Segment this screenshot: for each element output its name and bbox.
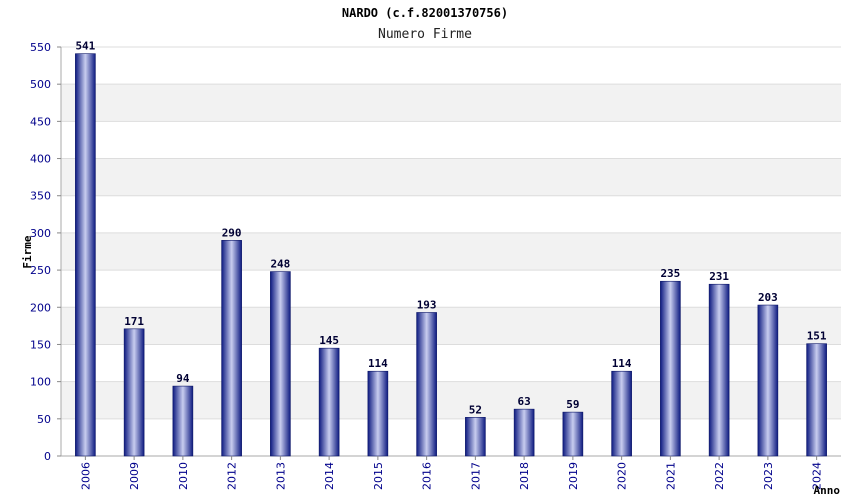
- bar: [806, 343, 827, 457]
- data-label: 235: [660, 267, 680, 280]
- y-tick-label: 300: [30, 227, 51, 240]
- x-tick-label: 2006: [79, 462, 92, 490]
- x-tick-label: 2022: [713, 462, 726, 490]
- bar: [562, 411, 584, 457]
- chart-subtitle: Numero Firme: [378, 27, 472, 42]
- y-axis-ticks: 0 50 100 150 200 250 300 350 400 450 500 550: [30, 41, 61, 463]
- x-tick-label: 2013: [274, 462, 287, 490]
- y-tick-label: 550: [30, 41, 51, 54]
- grid-band: [61, 232, 841, 271]
- grid-band: [61, 121, 841, 159]
- data-label: 541: [75, 40, 95, 53]
- data-label: 248: [270, 258, 290, 271]
- bar: [513, 408, 535, 457]
- x-tick-label: 2009: [128, 462, 141, 490]
- y-axis-label: Firme: [21, 235, 34, 268]
- x-tick-label: 2020: [616, 462, 629, 490]
- x-tick-label: 2017: [469, 462, 482, 490]
- y-tick-label: 400: [30, 153, 51, 166]
- y-tick-label: 500: [30, 78, 51, 91]
- x-axis-label: Anno: [814, 484, 841, 497]
- data-label: 59: [566, 398, 579, 411]
- data-label: 114: [368, 357, 388, 370]
- bar: [318, 347, 340, 457]
- bar: [367, 370, 389, 457]
- bar: [123, 328, 145, 457]
- bar: [611, 370, 632, 457]
- data-label: 94: [176, 372, 190, 385]
- data-label: 52: [469, 403, 482, 416]
- data-label: 145: [319, 334, 339, 347]
- y-tick-label: 450: [30, 115, 51, 128]
- y-tick-label: 250: [30, 264, 51, 277]
- grid-band: [61, 47, 841, 85]
- bar: [221, 240, 242, 457]
- y-tick-label: 0: [44, 450, 51, 463]
- y-tick-label: 150: [30, 338, 51, 351]
- x-tick-label: 2014: [323, 462, 336, 490]
- bar: [660, 280, 681, 457]
- x-tick-label: 2016: [421, 462, 434, 490]
- x-tick-label: 2019: [567, 462, 580, 490]
- bar: [708, 283, 730, 457]
- data-label: 171: [124, 315, 144, 328]
- x-tick-label: 2010: [177, 462, 190, 490]
- data-label: 193: [417, 298, 437, 311]
- chart-title: NARDO (c.f.82001370756): [342, 6, 508, 20]
- x-axis-ticks: 2006 2009 2010 2012 2013 2014 2015 2016 2017 2018…: [79, 456, 824, 490]
- y-tick-label: 100: [30, 376, 51, 389]
- bar: [416, 312, 437, 457]
- y-tick-label: 200: [30, 301, 51, 314]
- bars: 541 171 94 290 248 145 114 193 52 63 59 114 235 231 20…: [75, 40, 827, 457]
- x-tick-label: 2018: [518, 462, 531, 490]
- x-tick-label: 2015: [372, 462, 385, 490]
- data-label: 114: [612, 357, 632, 370]
- grid-band: [61, 195, 841, 233]
- x-tick-label: 2021: [664, 462, 677, 490]
- grid-band: [61, 158, 841, 196]
- x-tick-label: 2023: [762, 462, 775, 490]
- data-label: 290: [222, 226, 242, 239]
- bar: [270, 271, 291, 457]
- y-tick-label: 350: [30, 190, 51, 203]
- data-label: 231: [709, 270, 729, 283]
- bar: [75, 53, 96, 457]
- data-label: 203: [758, 291, 778, 304]
- grid-band: [61, 84, 841, 122]
- data-label: 151: [807, 330, 827, 343]
- y-tick-label: 50: [37, 413, 51, 426]
- bar: [465, 417, 486, 457]
- bar: [757, 304, 779, 457]
- data-label: 63: [518, 395, 531, 408]
- bar: [172, 385, 194, 457]
- x-tick-label: 2012: [226, 462, 239, 490]
- x-tick-label: 2024: [811, 462, 824, 490]
